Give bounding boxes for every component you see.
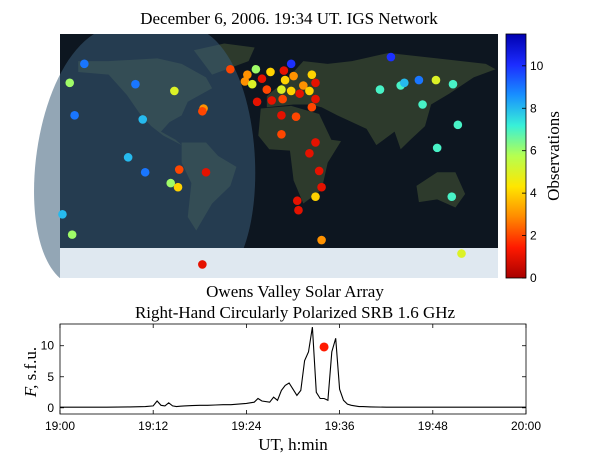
gps-station-point (170, 86, 179, 96)
gps-station-point (257, 74, 267, 84)
gps-station-point (198, 106, 207, 116)
x-tick-label: 19:12 (138, 419, 168, 433)
gps-station-point (173, 182, 183, 192)
gps-station-point (267, 96, 277, 105)
gps-station-point (314, 166, 324, 176)
antarctica-ice (60, 248, 498, 278)
gps-station-point (70, 111, 79, 120)
gps-station-point (131, 79, 140, 89)
gps-station-point (201, 167, 211, 177)
y-tick-label: 0 (47, 401, 54, 415)
flux-series-line (60, 327, 526, 408)
gps-station-point (317, 235, 326, 245)
gps-station-point (311, 78, 320, 88)
gps-station-point (453, 120, 463, 130)
y-axis-label-text: F, s.f.u. (21, 347, 40, 398)
gps-station-point (448, 79, 458, 89)
ovsa-plot: 19:00 19:12 19:24 19:36 19:48 20:00 0 5 10 (41, 323, 541, 433)
colorbar-ticks: 0 2 4 6 8 10 (522, 59, 544, 285)
gps-station-point (123, 153, 133, 162)
colorbar-tick-label: 4 (530, 186, 537, 200)
gps-station-point (305, 86, 314, 96)
gps-station-point (311, 94, 320, 104)
gps-station-point (295, 89, 304, 98)
gps-station-point (198, 260, 207, 269)
gps-station-point (292, 196, 302, 206)
gps-station-point (279, 66, 289, 75)
gps-station-point (278, 94, 287, 104)
colorbar-tick-label: 6 (530, 144, 537, 158)
gps-station-point (386, 52, 396, 62)
gps-station-point (262, 85, 272, 94)
gps-station-point (414, 75, 424, 85)
gps-station-point (447, 192, 457, 201)
gps-station-point (286, 86, 296, 96)
gps-station-point (457, 249, 466, 258)
daylight-region (34, 34, 256, 278)
gps-station-point (311, 138, 320, 147)
gps-station-point (307, 102, 317, 112)
gps-station-point (277, 130, 286, 139)
gps-station-point (317, 182, 326, 192)
x-tick-label: 19:24 (231, 419, 261, 433)
map-title: December 6, 2006. 19:34 UT. IGS Network (140, 9, 438, 28)
colorbar: 0 2 4 6 8 10 Observations (505, 33, 563, 285)
gps-station-point (80, 59, 89, 69)
x-tick-label: 20:00 (511, 419, 541, 433)
gps-stations (58, 52, 466, 269)
gps-station-point (251, 64, 261, 74)
continent (258, 105, 342, 204)
axis-ticks: 19:00 19:12 19:24 19:36 19:48 20:00 0 5 10 (41, 324, 541, 433)
gps-station-point (240, 77, 250, 86)
gps-station-point (166, 178, 176, 188)
gps-station-point (400, 78, 409, 88)
gps-station-point (277, 111, 286, 120)
gps-station-point (307, 70, 317, 79)
gps-station-point (65, 78, 75, 88)
y-tick-label: 5 (47, 370, 54, 384)
world-map (34, 34, 498, 278)
gps-station-point (67, 230, 77, 239)
gps-station-point (58, 209, 67, 219)
gps-station-point (247, 79, 257, 89)
gps-station-point (243, 70, 252, 79)
colorbar-tick-label: 0 (530, 271, 537, 285)
gps-station-point (291, 112, 301, 121)
colorbar-tick-label: 2 (530, 229, 537, 243)
gps-station-point (305, 148, 314, 158)
gps-station-point (286, 59, 296, 69)
x-tick-label: 19:36 (325, 419, 355, 433)
y-axis-label: F, s.f.u. (21, 347, 40, 398)
gps-station-point (174, 165, 184, 174)
gps-station-point (266, 67, 275, 77)
gps-station-point (294, 205, 303, 215)
x-axis-label: UT, h:min (258, 435, 328, 454)
colorbar-label: Observations (544, 111, 563, 201)
gps-station-point (432, 143, 442, 153)
gps-station-point (252, 97, 262, 107)
current-time-marker (319, 342, 329, 352)
gps-station-point (431, 75, 441, 85)
gps-station-point (140, 167, 150, 177)
x-tick-label: 19:48 (418, 419, 448, 433)
colorbar-gradient (505, 33, 527, 279)
y-tick-label: 10 (41, 339, 55, 353)
gps-station-point (289, 71, 298, 81)
gps-station-point (311, 192, 320, 201)
gps-station-point (299, 81, 308, 90)
plot-frame (59, 323, 527, 415)
gps-station-point (138, 115, 148, 124)
colorbar-tick-label: 8 (530, 101, 537, 115)
gps-station-point (277, 85, 286, 94)
gps-station-point (280, 75, 290, 85)
gps-station-point (375, 85, 385, 94)
x-tick-label: 19:00 (45, 419, 75, 433)
gps-station-point (418, 100, 427, 109)
gps-station-point (226, 64, 235, 74)
ovsa-title: Owens Valley Solar Array (206, 282, 384, 301)
ovsa-subtitle: Right-Hand Circularly Polarized SRB 1.6 … (135, 303, 456, 322)
colorbar-tick-label: 10 (530, 59, 544, 73)
